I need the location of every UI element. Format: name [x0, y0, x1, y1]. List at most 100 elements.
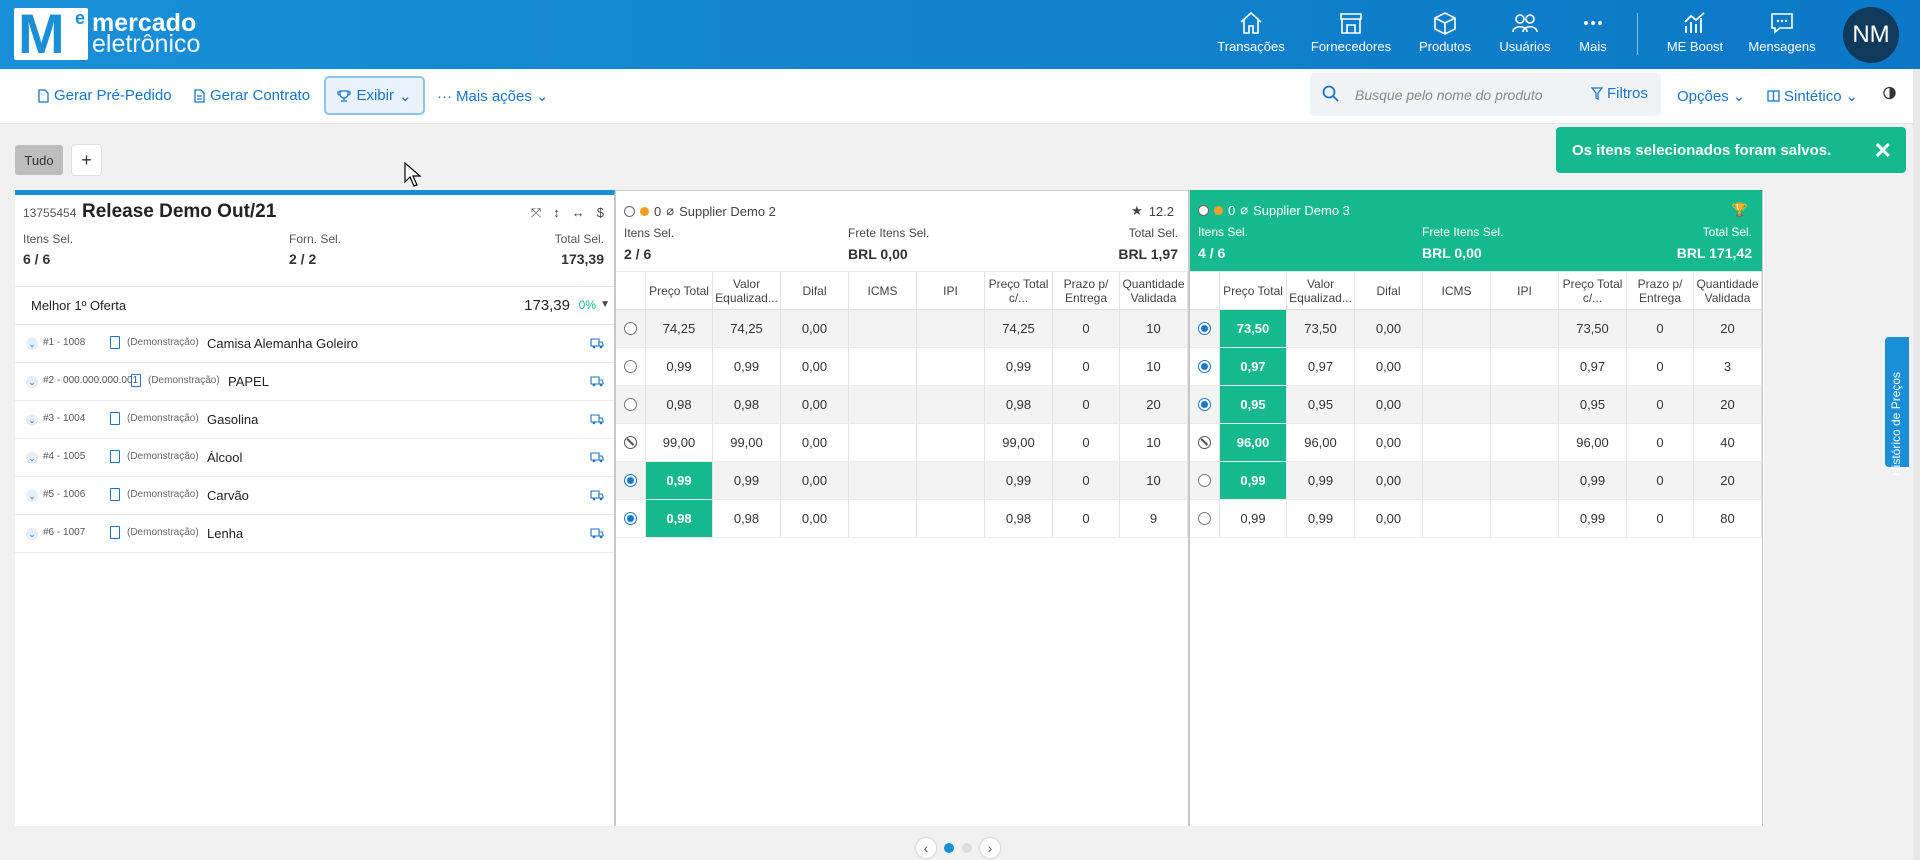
exibir-button[interactable]: Exibir ⌄: [324, 76, 425, 115]
select-cell[interactable]: [616, 424, 646, 461]
truck-icon[interactable]: [590, 376, 604, 387]
nav-produtos[interactable]: Produtos: [1405, 10, 1485, 54]
mercado-eletronico-logo[interactable]: M e mercado eletrônico: [14, 4, 200, 64]
contrast-toggle[interactable]: [1883, 86, 1896, 100]
item-radio[interactable]: [624, 474, 637, 487]
document-icon[interactable]: [110, 526, 120, 539]
item-radio[interactable]: [1198, 322, 1211, 335]
column-header[interactable]: Prazo p/ Entrega: [1053, 272, 1120, 309]
column-header[interactable]: Valor Equalizad...: [713, 272, 781, 309]
truck-icon[interactable]: [590, 414, 604, 425]
select-cell[interactable]: [616, 386, 646, 423]
column-header[interactable]: Prazo p/ Entrega: [1627, 272, 1694, 309]
horizontal-resize-icon[interactable]: ↔: [571, 205, 585, 220]
item-radio[interactable]: [624, 322, 637, 335]
add-tab-button[interactable]: +: [72, 145, 101, 175]
item-row[interactable]: ⌄ #1 - 1008 (Demonstração) Camisa Alemanha …: [15, 325, 614, 363]
select-supplier-radio[interactable]: [1198, 204, 1209, 216]
document-icon[interactable]: [131, 374, 141, 387]
dollar-icon[interactable]: $: [596, 205, 604, 220]
column-header[interactable]: Quantidade Validada: [1694, 272, 1762, 309]
gerar-contrato-button[interactable]: Gerar Contrato: [193, 87, 310, 104]
column-header[interactable]: IPI: [917, 272, 985, 309]
column-header[interactable]: Difal: [781, 272, 849, 309]
nav-usuarios[interactable]: Usuários: [1485, 10, 1565, 54]
truck-icon[interactable]: [590, 338, 604, 349]
price-history-tab[interactable]: Histórico de Preços: [1885, 337, 1909, 476]
select-cell[interactable]: [1190, 500, 1220, 537]
nav-mensagens[interactable]: Mensagens: [1742, 10, 1822, 54]
close-icon[interactable]: ✕: [1873, 138, 1892, 163]
caret-down-icon[interactable]: ▼: [600, 299, 610, 310]
mais-acoes-button[interactable]: ··· Mais ações ⌄: [437, 87, 548, 106]
item-radio[interactable]: [1198, 360, 1211, 373]
prev-page-button[interactable]: ‹: [916, 838, 936, 858]
page-dot[interactable]: [962, 843, 972, 853]
select-cell[interactable]: [1190, 424, 1220, 461]
item-row[interactable]: ⌄ #2 - 000.000.000.001 (Demonstração) PAPEL: [15, 363, 614, 401]
column-header[interactable]: Preço Total c/...: [1559, 272, 1627, 309]
column-header[interactable]: Valor Equalizad...: [1287, 272, 1355, 309]
truck-icon[interactable]: [590, 528, 604, 539]
best-offer-row[interactable]: Melhor 1º Oferta 173,39 0% ▼: [15, 287, 614, 325]
nav-mais[interactable]: Mais: [1553, 10, 1633, 54]
select-cell[interactable]: [1190, 386, 1220, 423]
item-row[interactable]: ⌄ #6 - 1007 (Demonstração) Lenha: [15, 515, 614, 553]
select-cell[interactable]: [1190, 310, 1220, 347]
column-header[interactable]: Preço Total: [1220, 272, 1287, 309]
vertical-scrollbar[interactable]: [1913, 69, 1920, 860]
gerar-pre-pedido-button[interactable]: Gerar Pré-Pedido: [37, 87, 172, 104]
chevron-down-icon[interactable]: ⌄: [26, 452, 38, 464]
select-cell[interactable]: [616, 500, 646, 537]
sintetico-dropdown[interactable]: Sintético ⌄: [1767, 87, 1858, 105]
filtros-button[interactable]: Filtros: [1591, 85, 1648, 102]
column-header[interactable]: ICMS: [849, 272, 917, 309]
item-radio[interactable]: [1198, 474, 1211, 487]
column-header[interactable]: Preço Total: [646, 272, 713, 309]
nav-transacoes[interactable]: Transações: [1211, 10, 1291, 54]
nav-fornecedores[interactable]: Fornecedores: [1311, 10, 1391, 54]
chevron-down-icon[interactable]: ⌄: [26, 338, 38, 350]
item-radio[interactable]: [1198, 512, 1211, 525]
truck-icon[interactable]: [590, 452, 604, 463]
column-header[interactable]: IPI: [1491, 272, 1559, 309]
select-supplier-radio[interactable]: [624, 205, 635, 217]
tab-tudo[interactable]: Tudo: [15, 145, 63, 175]
paperclip-icon[interactable]: ⌀: [666, 203, 675, 218]
chevron-down-icon[interactable]: ⌄: [26, 376, 38, 388]
column-header[interactable]: Difal: [1355, 272, 1423, 309]
select-cell[interactable]: [616, 462, 646, 499]
next-page-button[interactable]: ›: [980, 838, 1000, 858]
item-radio[interactable]: [624, 398, 637, 411]
page-dot-active[interactable]: [944, 843, 954, 853]
column-header[interactable]: ICMS: [1423, 272, 1491, 309]
search-input[interactable]: [1355, 83, 1575, 107]
select-cell[interactable]: [616, 310, 646, 347]
item-radio[interactable]: [624, 512, 637, 525]
supplier-title[interactable]: 0 ⌀ Supplier Demo 2: [624, 203, 776, 219]
nav-me-boost[interactable]: ME Boost: [1655, 10, 1735, 54]
select-cell[interactable]: [1190, 462, 1220, 499]
avatar[interactable]: NM: [1843, 7, 1899, 63]
column-header[interactable]: Quantidade Validada: [1120, 272, 1188, 309]
opcoes-dropdown[interactable]: Opções ⌄: [1677, 87, 1745, 106]
chevron-down-icon[interactable]: ⌄: [26, 490, 38, 502]
paperclip-icon[interactable]: ⌀: [1240, 202, 1249, 217]
supplier-title[interactable]: 0 ⌀ Supplier Demo 3: [1198, 202, 1350, 218]
document-icon[interactable]: [110, 412, 120, 425]
item-row[interactable]: ⌄ #3 - 1004 (Demonstração) Gasolina: [15, 401, 614, 439]
document-icon[interactable]: [110, 488, 120, 501]
column-header[interactable]: Preço Total c/...: [985, 272, 1053, 309]
document-icon[interactable]: [110, 450, 120, 463]
chevron-down-icon[interactable]: ⌄: [26, 414, 38, 426]
item-radio[interactable]: [624, 360, 637, 373]
vertical-resize-icon[interactable]: ↕: [553, 205, 560, 220]
select-cell[interactable]: [616, 348, 646, 385]
chevron-down-icon[interactable]: ⌄: [26, 528, 38, 540]
expand-icon[interactable]: ⤧: [530, 205, 542, 220]
item-row[interactable]: ⌄ #5 - 1006 (Demonstração) Carvão: [15, 477, 614, 515]
truck-icon[interactable]: [590, 490, 604, 501]
item-row[interactable]: ⌄ #4 - 1005 (Demonstração) Álcool: [15, 439, 614, 477]
select-cell[interactable]: [1190, 348, 1220, 385]
document-icon[interactable]: [110, 336, 120, 349]
